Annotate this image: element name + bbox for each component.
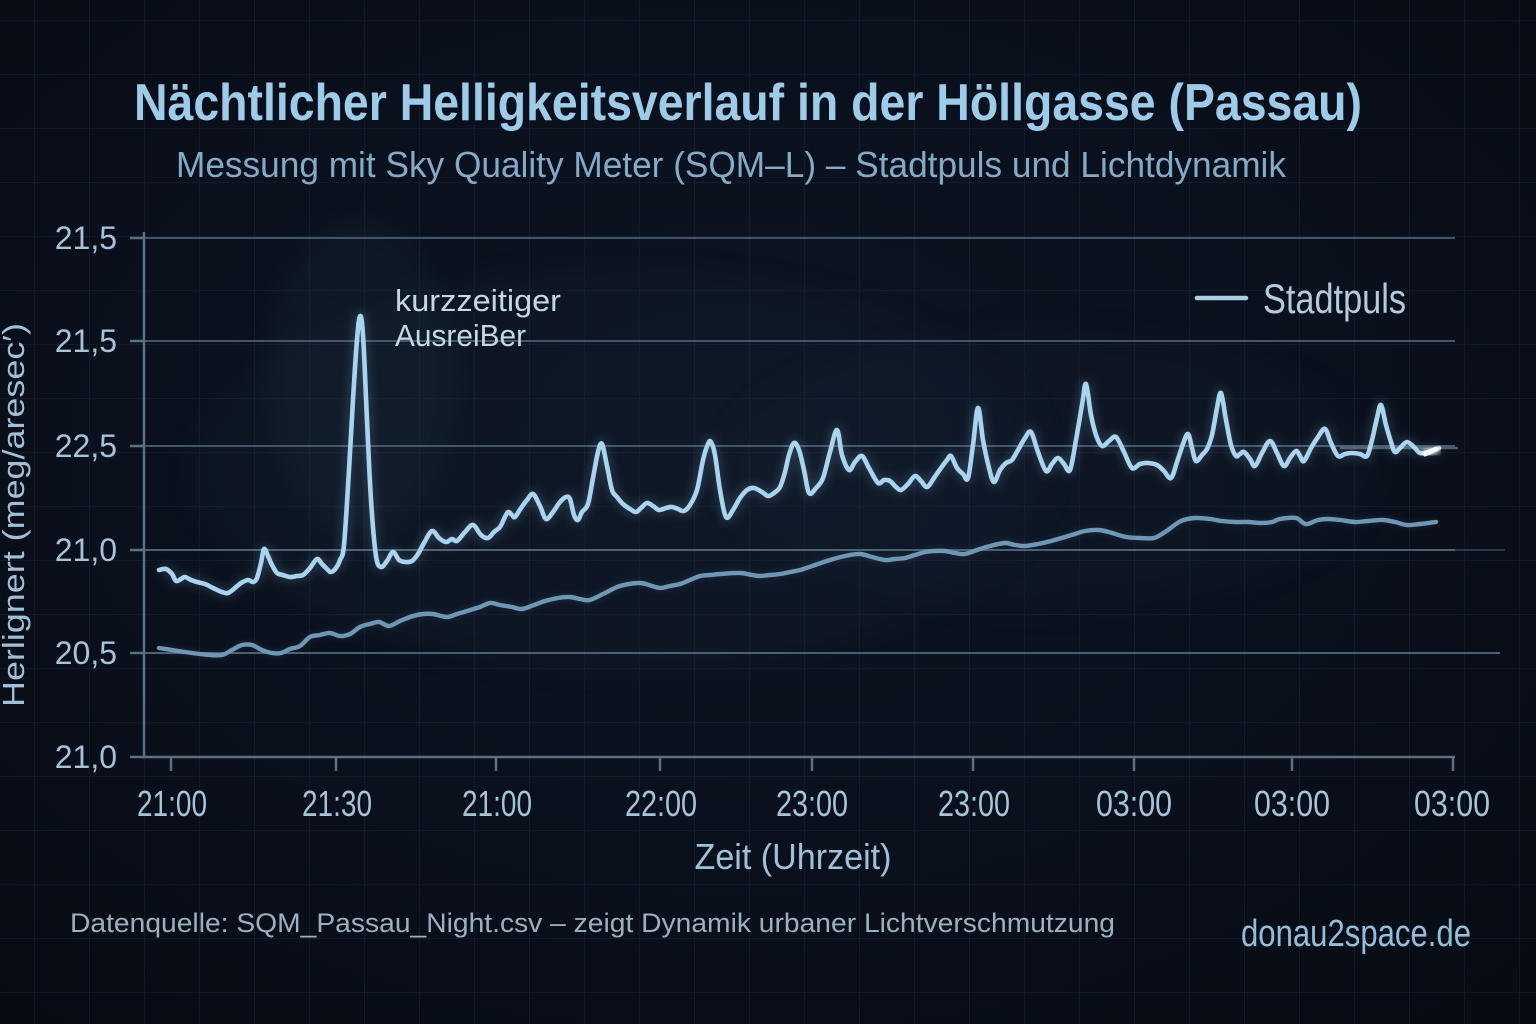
svg-text:Herlignert (meg/aresec′): Herlignert (meg/aresec′) <box>0 323 31 707</box>
svg-text:03:00: 03:00 <box>1254 783 1330 824</box>
svg-text:kurzzeitiger: kurzzeitiger <box>395 283 561 318</box>
svg-text:Stadtpuls: Stadtpuls <box>1263 275 1406 322</box>
svg-text:21:30: 21:30 <box>302 783 372 824</box>
svg-text:Nächtlicher Helligkeitsverlauf: Nächtlicher Helligkeitsverlauf in der Hö… <box>134 74 1362 132</box>
svg-text:23:00: 23:00 <box>776 783 848 824</box>
svg-text:21,0: 21,0 <box>55 739 117 775</box>
svg-text:21,5: 21,5 <box>55 323 117 359</box>
svg-text:23:00: 23:00 <box>938 783 1010 824</box>
svg-text:03:00: 03:00 <box>1096 783 1172 824</box>
svg-text:Datenquelle: SQM_Passau_Night.: Datenquelle: SQM_Passau_Night.csv – zeig… <box>70 908 1115 938</box>
svg-text:03:00: 03:00 <box>1414 783 1490 824</box>
svg-text:21:00: 21:00 <box>462 783 532 824</box>
svg-text:20,5: 20,5 <box>55 635 117 671</box>
svg-text:21:00: 21:00 <box>137 783 207 824</box>
svg-text:21,0: 21,0 <box>55 532 117 568</box>
svg-text:21,5: 21,5 <box>55 220 117 256</box>
svg-text:AusreiBer: AusreiBer <box>395 318 526 353</box>
svg-text:22:00: 22:00 <box>625 783 697 824</box>
svg-text:donau2space.de: donau2space.de <box>1241 913 1471 955</box>
svg-text:Zeit (Uhrzeit): Zeit (Uhrzeit) <box>695 836 892 877</box>
svg-text:22,5: 22,5 <box>55 428 117 464</box>
svg-text:Messung mit Sky Quality Meter: Messung mit Sky Quality Meter (SQM–L) – … <box>176 144 1287 185</box>
